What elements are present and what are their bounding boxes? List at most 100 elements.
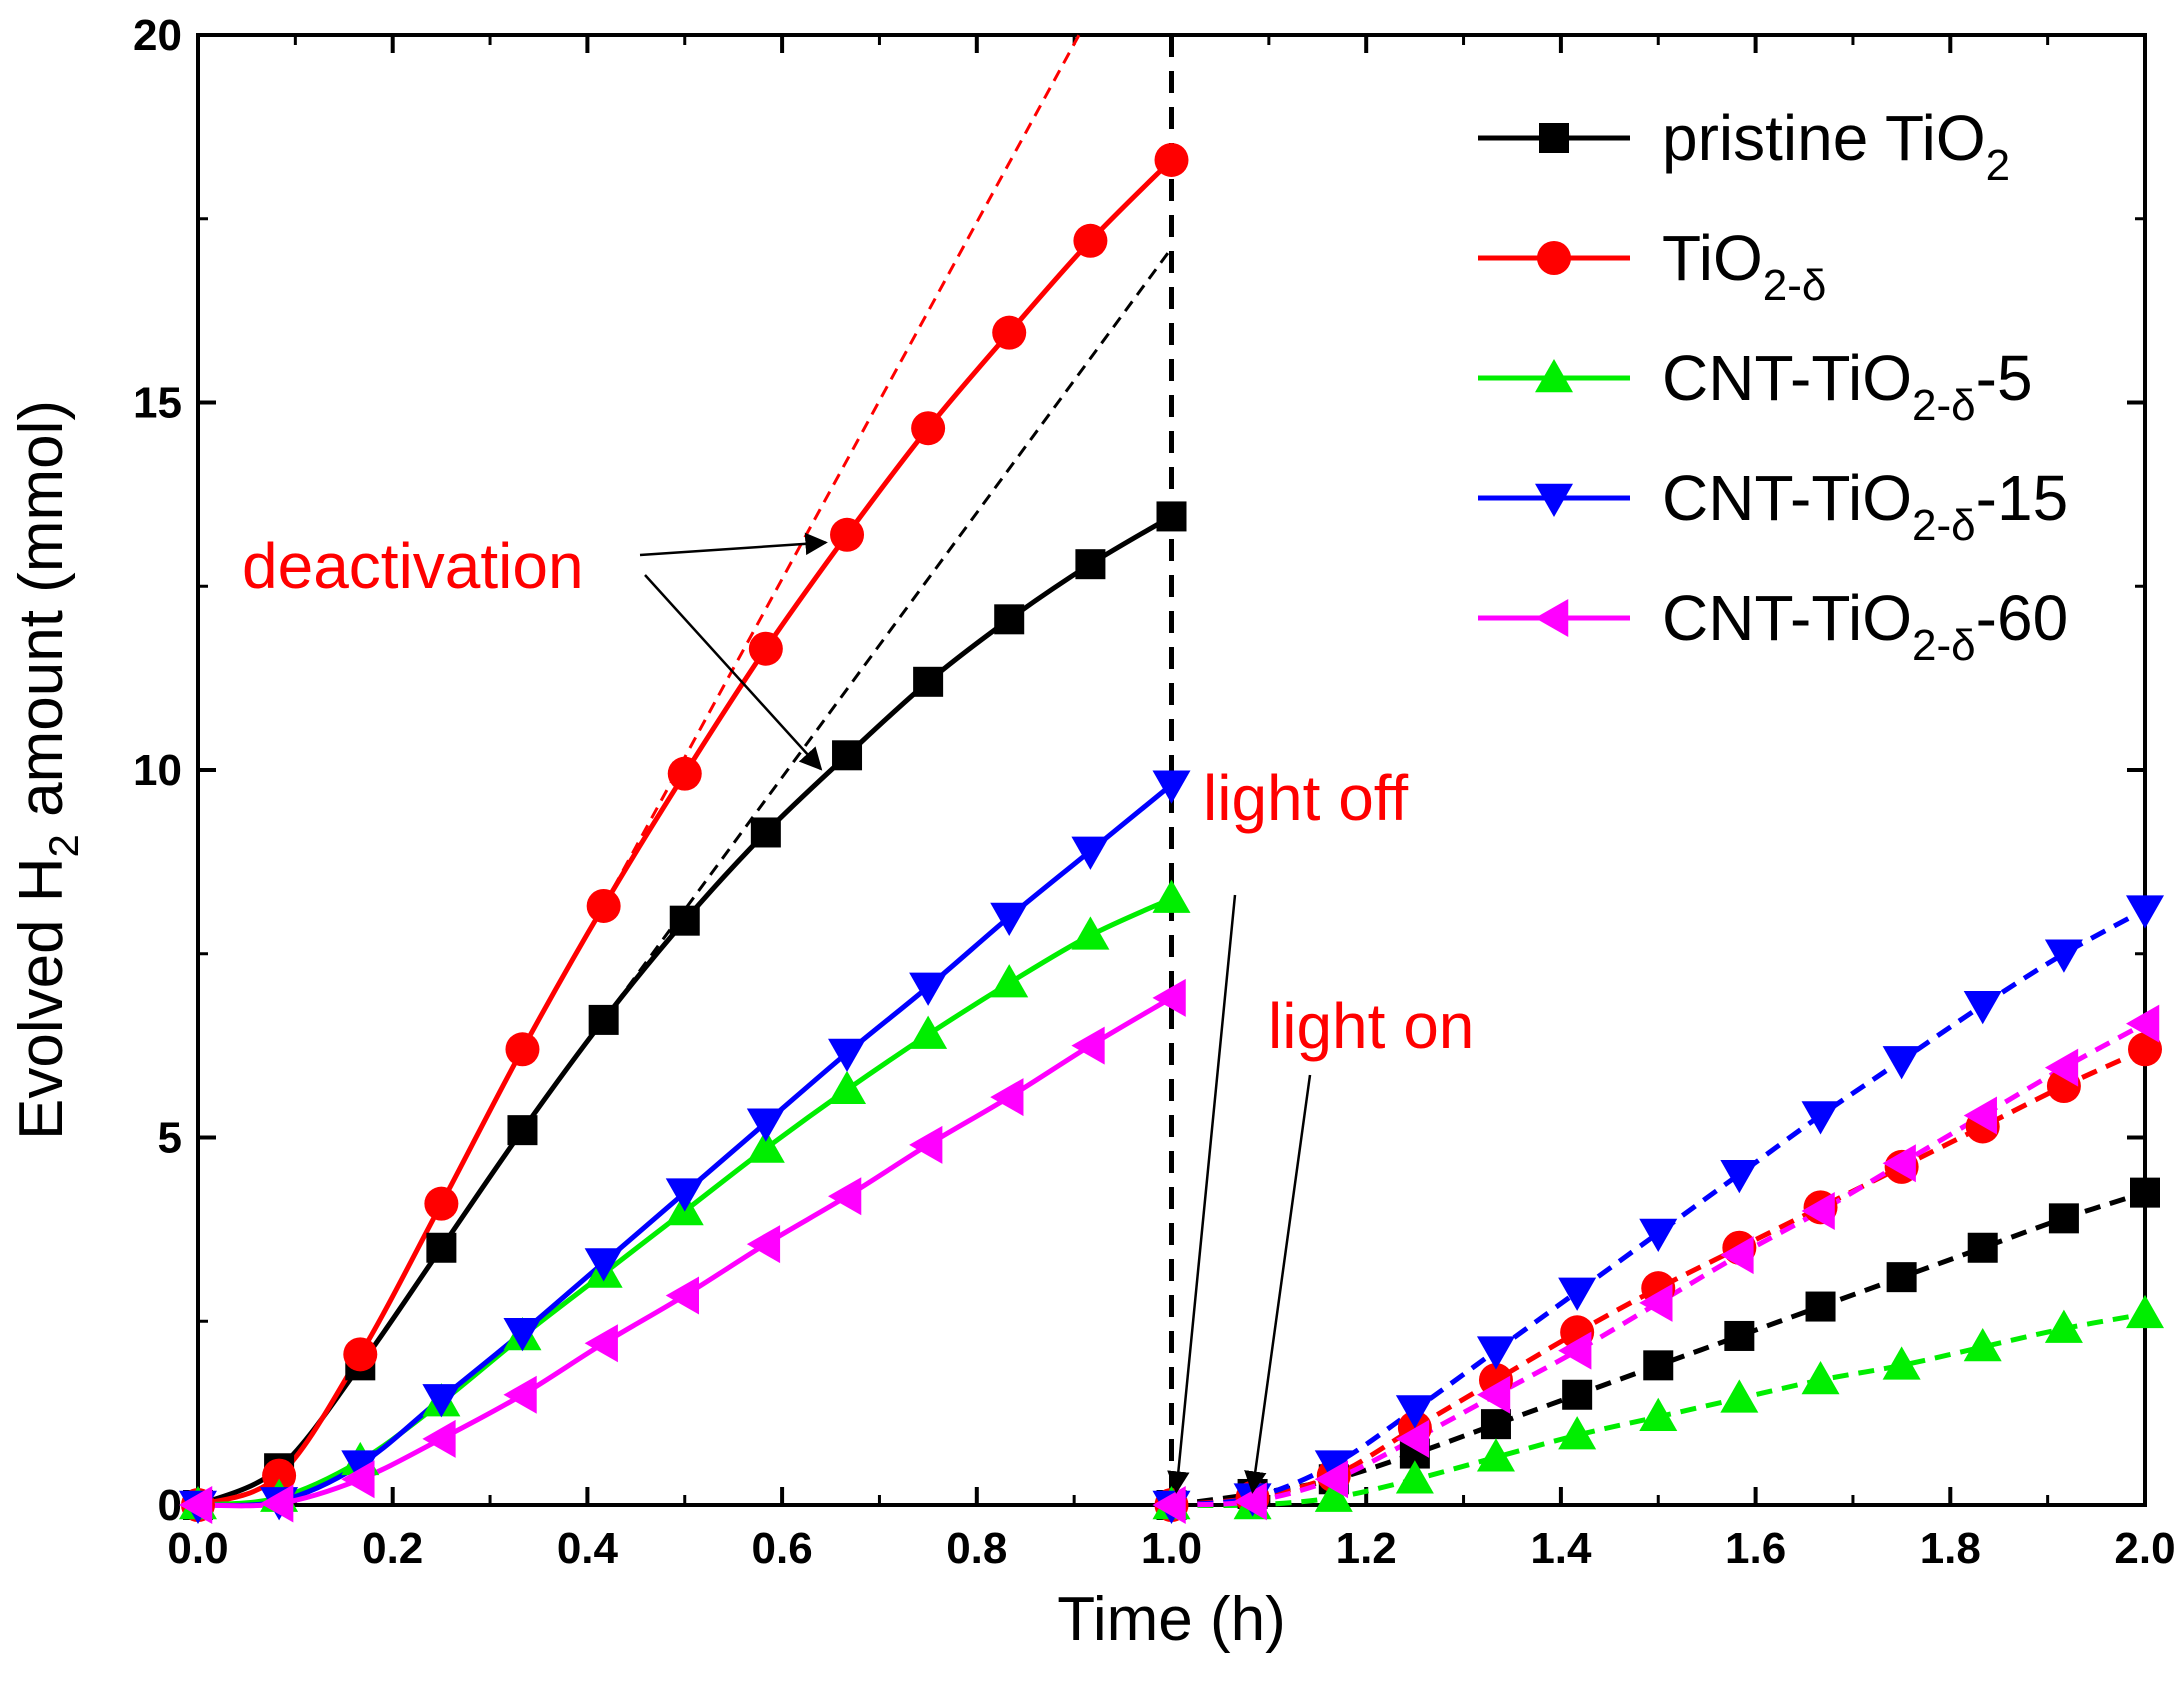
series-5-point	[828, 1177, 862, 1216]
series-4-point	[990, 902, 1029, 936]
y-tick-label: 5	[158, 1114, 182, 1163]
series-3-point	[1801, 1361, 1840, 1395]
series-3-point	[1963, 1327, 2002, 1362]
series-2-point	[1073, 223, 1108, 258]
x-tick-label: 1.8	[1920, 1524, 1981, 1573]
series-4-point	[1314, 1450, 1353, 1484]
annotation-light-on: light on	[1268, 990, 1474, 1062]
legend-label: pristine TiO2	[1662, 102, 2010, 190]
series-3-point	[828, 1070, 867, 1104]
y-tick-label: 15	[133, 379, 182, 428]
series-5-point	[1152, 1486, 1186, 1524]
x-tick-label: 1.2	[1336, 1524, 1397, 1573]
series-4-point	[1801, 1101, 1840, 1135]
series-1-point	[2130, 1177, 2160, 1208]
series-3-point	[990, 964, 1029, 998]
legend-swatch-marker	[1535, 483, 1573, 517]
series-1-point	[2048, 1203, 2079, 1234]
series-4-point	[422, 1384, 461, 1418]
series-2-point	[992, 315, 1027, 350]
series-1-point	[1805, 1291, 1836, 1322]
series-5-point	[1720, 1236, 1754, 1275]
x-tick-label: 0.2	[362, 1524, 423, 1573]
legend-swatch-marker	[1535, 359, 1573, 393]
y-tick-label: 10	[133, 746, 182, 795]
deactivation-arrow-red	[639, 532, 828, 557]
series-4-point	[828, 1038, 867, 1072]
series-4-point	[1395, 1395, 1434, 1429]
series-4-point	[909, 972, 948, 1006]
series-1-point	[1967, 1232, 1998, 1263]
series-5-point	[665, 1276, 699, 1315]
legend-swatch-marker	[1537, 241, 1571, 275]
x-tick-label: 1.6	[1725, 1524, 1786, 1573]
series-4-point	[1639, 1218, 1678, 1253]
series-4-point	[341, 1450, 380, 1484]
series-4-point	[1720, 1160, 1759, 1194]
series-4-point	[1476, 1336, 1515, 1370]
series-3-point	[1882, 1346, 1921, 1380]
series-4-point	[1152, 770, 1191, 804]
series-2-point	[2128, 1032, 2162, 1067]
y-tick-label: 0	[158, 1481, 182, 1530]
series-5-point	[341, 1460, 375, 1499]
series-3-point	[1720, 1379, 1759, 1413]
x-tick-label: 2.0	[2114, 1524, 2175, 1573]
series-3-point	[1071, 916, 1110, 950]
series-4-point	[503, 1318, 542, 1352]
series-1-point	[507, 1115, 538, 1146]
series-2-point	[586, 888, 621, 923]
series-3-point	[1152, 879, 1191, 913]
series-4-point	[1071, 836, 1110, 870]
y-tick-label: 20	[133, 11, 182, 60]
series-5-point	[1071, 1026, 1105, 1065]
series-3-point	[746, 1129, 785, 1163]
series-4-point	[746, 1108, 785, 1142]
series-1-point	[750, 817, 781, 848]
series-1-point	[426, 1232, 457, 1263]
series-2-point	[667, 756, 702, 791]
series-1-point	[1480, 1409, 1511, 1440]
series-5-point	[1558, 1331, 1592, 1370]
legend-label: CNT-TiO2-δ-5	[1662, 342, 2033, 430]
series-5-point	[584, 1324, 618, 1363]
series-1-point	[588, 1004, 619, 1035]
series-2-point	[424, 1186, 459, 1221]
annotation-deactivation: deactivation	[242, 530, 584, 602]
series-5-point	[2044, 1048, 2079, 1087]
series-3-point	[2126, 1294, 2164, 1329]
legend-item-5: CNT-TiO2-δ-60	[1478, 582, 2068, 670]
series-4-point	[1963, 990, 2002, 1025]
series-3-point	[1395, 1460, 1434, 1494]
x-tick-label: 1.4	[1530, 1524, 1592, 1573]
series-2-point	[505, 1032, 540, 1067]
series-1-point	[994, 604, 1025, 635]
legend-label: CNT-TiO2-δ-60	[1662, 582, 2068, 670]
series-4-point	[2044, 939, 2083, 973]
legend-item-3: CNT-TiO2-δ-5	[1478, 342, 2033, 430]
series-4-point	[1558, 1277, 1597, 1311]
series-1-point	[1156, 501, 1187, 532]
series-5-dark-line	[1171, 1021, 2147, 1508]
x-tick-label: 0.6	[752, 1524, 813, 1573]
light-off-arrow	[1167, 894, 1237, 1494]
series-1-trend-line	[602, 247, 1173, 1021]
series-5-point	[179, 1486, 213, 1524]
legend-item-2: TiO2-δ	[1478, 222, 1826, 310]
series-1-point	[1643, 1350, 1674, 1381]
y-axis-title: Evolved H2 amount (mmol)	[7, 400, 87, 1140]
series-5-point	[260, 1484, 294, 1523]
series-5-point	[422, 1419, 456, 1458]
series-2-point	[1154, 142, 1189, 177]
series-5-point	[1801, 1192, 1835, 1230]
legend-swatch-marker	[1535, 599, 1569, 637]
series-2-point	[748, 631, 783, 666]
series-3-point	[1314, 1478, 1353, 1512]
series-5-point	[1882, 1144, 1916, 1183]
series-2-point	[830, 517, 865, 552]
series-3-point	[909, 1015, 948, 1049]
series-5-point	[990, 1078, 1024, 1117]
series-2-point	[343, 1337, 378, 1372]
